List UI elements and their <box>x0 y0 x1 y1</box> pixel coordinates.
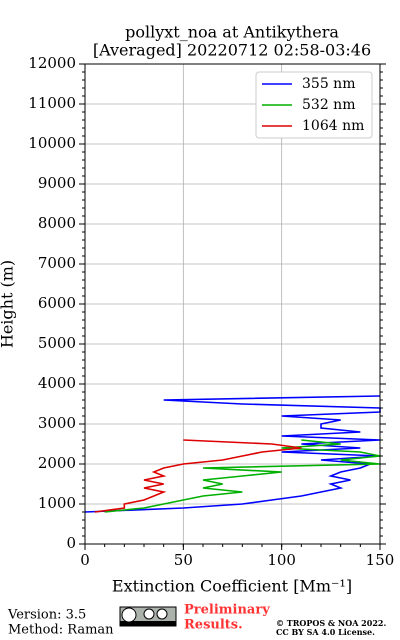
cc-badge <box>119 606 177 627</box>
plot-frame <box>84 63 381 545</box>
y-tick-label: 11000 <box>28 94 76 112</box>
y-tick-label: 4000 <box>38 374 76 392</box>
copyright: © TROPOS & NOA 2022. <box>276 618 386 628</box>
y-tick-label: 0 <box>66 534 76 552</box>
profile-line <box>84 395 381 513</box>
y-tick-label: 9000 <box>38 174 76 192</box>
chart-title: pollyxt_noa at Antikythera <box>125 23 339 42</box>
profile-line <box>104 439 381 513</box>
y-axis-label: Height (m) <box>0 260 17 348</box>
legend-label: 1064 nm <box>302 118 364 134</box>
method: Method: Raman <box>8 623 114 638</box>
y-tick-label: 2000 <box>38 454 76 472</box>
y-tick-label: 7000 <box>38 254 76 272</box>
status: Results. <box>184 618 243 633</box>
status: Preliminary <box>184 603 270 618</box>
x-tick-label: 150 <box>366 551 395 569</box>
x-tick-label: 50 <box>174 551 193 569</box>
legend-label: 355 nm <box>302 76 355 92</box>
legend-box <box>255 71 373 139</box>
profile-line <box>94 439 302 513</box>
x-tick-label: 0 <box>80 551 90 569</box>
y-tick-label: 3000 <box>38 414 76 432</box>
chart-subtitle: [Averaged] 20220712 02:58-03:46 <box>93 41 371 60</box>
x-axis-label: Extinction Coefficient [Mm⁻¹] <box>112 577 352 596</box>
y-tick-label: 1000 <box>38 494 76 512</box>
y-tick-label: 12000 <box>28 54 76 72</box>
license: CC BY SA 4.0 License. <box>276 627 375 637</box>
x-tick-label: 100 <box>267 551 296 569</box>
version: Version: 3.5 <box>7 608 86 623</box>
y-tick-label: 8000 <box>38 214 76 232</box>
y-tick-label: 5000 <box>38 334 76 352</box>
y-tick-label: 10000 <box>28 134 76 152</box>
y-tick-label: 6000 <box>38 294 76 312</box>
legend-label: 532 nm <box>302 97 355 113</box>
